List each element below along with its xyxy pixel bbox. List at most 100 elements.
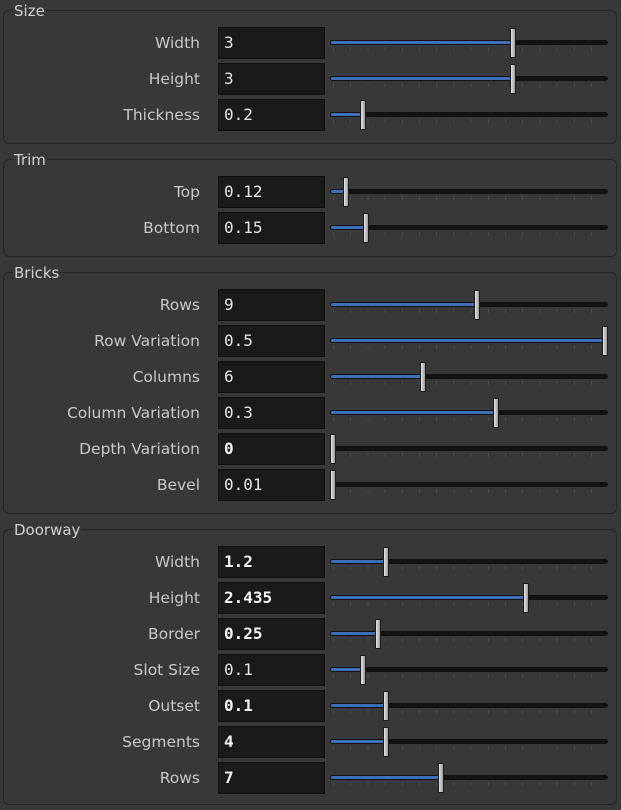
slider-handle[interactable] <box>375 619 381 649</box>
slider-handle[interactable] <box>474 290 480 320</box>
bricks-column-variation-slider[interactable] <box>330 397 608 429</box>
slider-ticks <box>333 710 605 714</box>
slider-track <box>330 775 608 780</box>
slider-ticks <box>333 309 605 313</box>
slider-handle[interactable] <box>383 727 389 757</box>
slider-handle[interactable] <box>343 177 349 207</box>
doorway-border-field[interactable]: 0.25 <box>218 618 325 650</box>
bricks-row-variation-field[interactable]: 0.5 <box>218 325 325 357</box>
slider-handle[interactable] <box>363 213 369 243</box>
slider-handle[interactable] <box>523 583 529 613</box>
bricks-bevel-label: Bevel <box>156 476 200 494</box>
doorway-rows-field[interactable]: 7 <box>218 762 325 794</box>
doorway-outset-slider[interactable] <box>330 690 608 722</box>
slider-ticks <box>333 47 605 51</box>
slider-fill <box>331 776 441 779</box>
slider-handle[interactable] <box>510 28 516 58</box>
slider-fill <box>331 41 513 44</box>
doorway-height-slider[interactable] <box>330 582 608 614</box>
bricks-depth-variation-slider[interactable] <box>330 433 608 465</box>
slider-handle[interactable] <box>330 470 336 500</box>
doorway-slot-size-field[interactable]: 0.1 <box>218 654 325 686</box>
slider-handle[interactable] <box>438 763 444 793</box>
size-thickness-row: Thickness 0.2 <box>0 99 621 131</box>
doorway-height-row: Height 2.435 <box>0 582 621 614</box>
bricks-rows-row: Rows 9 <box>0 289 621 321</box>
slider-fill <box>331 190 346 193</box>
size-width-label: Width <box>154 34 200 52</box>
doorway-border-slider[interactable] <box>330 618 608 650</box>
doorway-group <box>3 529 617 805</box>
slider-handle[interactable] <box>420 362 426 392</box>
slider-handle[interactable] <box>383 547 389 577</box>
slider-fill <box>331 596 526 599</box>
trim-top-slider[interactable] <box>330 176 608 208</box>
doorway-segments-field[interactable]: 4 <box>218 726 325 758</box>
bricks-columns-slider[interactable] <box>330 361 608 393</box>
size-width-slider[interactable] <box>330 27 608 59</box>
size-height-field[interactable]: 3 <box>218 63 325 95</box>
doorway-height-label: Height <box>148 589 200 607</box>
doorway-slot-size-slider[interactable] <box>330 654 608 686</box>
doorway-outset-field[interactable]: 0.1 <box>218 690 325 722</box>
trim-group <box>3 159 617 257</box>
slider-handle[interactable] <box>360 100 366 130</box>
size-height-slider[interactable] <box>330 63 608 95</box>
trim-bottom-slider[interactable] <box>330 212 608 244</box>
slider-fill <box>331 704 386 707</box>
slider-ticks <box>333 345 605 349</box>
size-width-row: Width 3 <box>0 27 621 59</box>
slider-fill <box>331 303 477 306</box>
bricks-column-variation-field[interactable]: 0.3 <box>218 397 325 429</box>
bricks-columns-field[interactable]: 6 <box>218 361 325 393</box>
doorway-width-field[interactable]: 1.2 <box>218 546 325 578</box>
bricks-columns-label: Columns <box>132 368 200 386</box>
size-group-title: Size <box>13 2 46 20</box>
slider-handle[interactable] <box>602 326 608 356</box>
slider-track <box>330 703 608 708</box>
doorway-height-field[interactable]: 2.435 <box>218 582 325 614</box>
slider-track <box>330 189 608 194</box>
slider-handle[interactable] <box>493 398 499 428</box>
doorway-group-title: Doorway <box>13 521 82 539</box>
slider-handle[interactable] <box>510 64 516 94</box>
doorway-slot-size-row: Slot Size 0.1 <box>0 654 621 686</box>
trim-bottom-label: Bottom <box>143 219 200 237</box>
slider-ticks <box>333 119 605 123</box>
slider-ticks <box>333 453 605 457</box>
bricks-depth-variation-row: Depth Variation 0 <box>0 433 621 465</box>
doorway-outset-row: Outset 0.1 <box>0 690 621 722</box>
doorway-border-label: Border <box>148 625 200 643</box>
slider-track <box>330 112 608 117</box>
doorway-segments-label: Segments <box>122 733 200 751</box>
doorway-rows-slider[interactable] <box>330 762 608 794</box>
bricks-depth-variation-field[interactable]: 0 <box>218 433 325 465</box>
size-width-field[interactable]: 3 <box>218 27 325 59</box>
bricks-rows-field[interactable]: 9 <box>218 289 325 321</box>
slider-fill <box>331 632 378 635</box>
slider-ticks <box>333 417 605 421</box>
size-thickness-slider[interactable] <box>330 99 608 131</box>
bricks-columns-row: Columns 6 <box>0 361 621 393</box>
slider-fill <box>331 668 363 671</box>
bricks-bevel-slider[interactable] <box>330 469 608 501</box>
slider-handle[interactable] <box>383 691 389 721</box>
trim-bottom-row: Bottom 0.15 <box>0 212 621 244</box>
bricks-bevel-field[interactable]: 0.01 <box>218 469 325 501</box>
slider-ticks <box>333 196 605 200</box>
trim-top-field[interactable]: 0.12 <box>218 176 325 208</box>
doorway-segments-slider[interactable] <box>330 726 608 758</box>
bricks-row-variation-slider[interactable] <box>330 325 608 357</box>
slider-track <box>330 631 608 636</box>
bricks-rows-label: Rows <box>159 296 200 314</box>
doorway-slot-size-label: Slot Size <box>133 661 200 679</box>
slider-track <box>330 374 608 379</box>
slider-handle[interactable] <box>360 655 366 685</box>
slider-fill <box>331 740 386 743</box>
size-thickness-field[interactable]: 0.2 <box>218 99 325 131</box>
doorway-width-slider[interactable] <box>330 546 608 578</box>
bricks-rows-slider[interactable] <box>330 289 608 321</box>
size-height-row: Height 3 <box>0 63 621 95</box>
trim-bottom-field[interactable]: 0.15 <box>218 212 325 244</box>
slider-handle[interactable] <box>330 434 336 464</box>
